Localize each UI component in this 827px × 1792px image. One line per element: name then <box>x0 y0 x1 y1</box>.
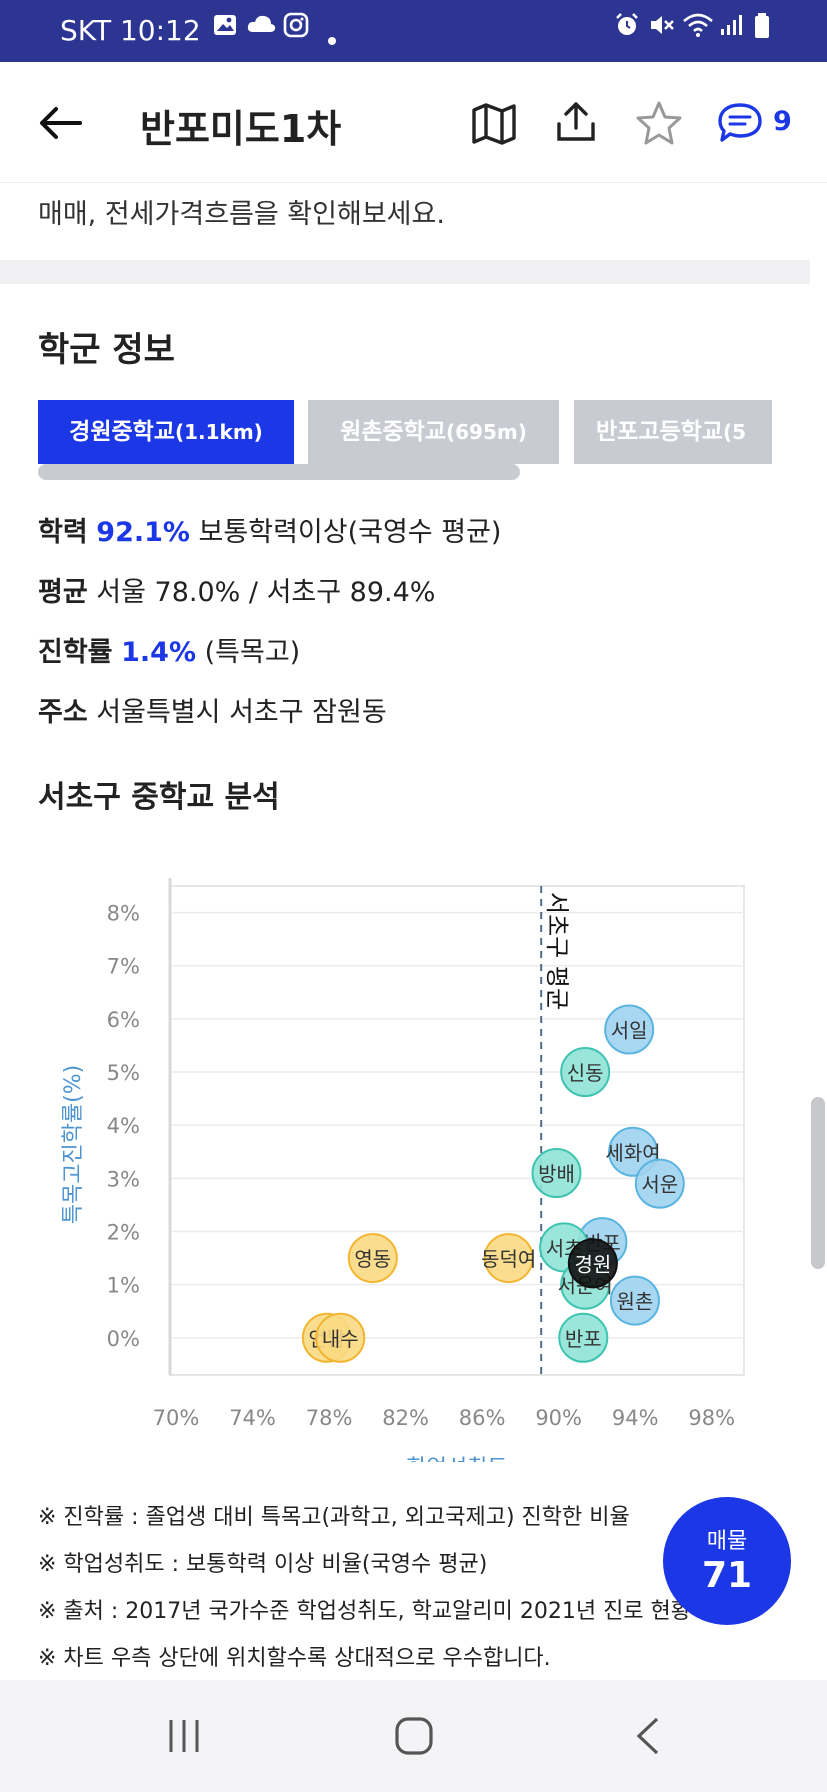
wifi-icon <box>683 13 713 37</box>
note-source: ※ 출처 : 2017년 국가수준 학업성취도, 학교알리미 2021년 진로 … <box>38 1599 692 1624</box>
tab-scroll-indicator[interactable] <box>38 464 520 480</box>
system-nav-bar <box>0 1680 827 1792</box>
instagram-icon <box>283 12 309 38</box>
y-tick-label: 3% <box>107 1167 140 1191</box>
point-label: 신동 <box>567 1061 604 1085</box>
x-tick-label: 98% <box>688 1406 735 1430</box>
mute-icon <box>651 16 674 34</box>
recent-apps-icon[interactable] <box>166 1718 202 1754</box>
scatter-point <box>483 1233 534 1284</box>
y-tick-label: 5% <box>107 1061 140 1085</box>
comment-count[interactable]: 9 <box>773 106 792 137</box>
app-bar: 반포미도1차 9 <box>0 62 827 183</box>
advancement-row: 진학률 1.4% (특목고) <box>38 637 301 668</box>
scatter-chart-svg: 0% 1% 2% 3% 4% 5% 6% 7% 8% 70% 74% 78% 82% 86% 90% 94% 9… <box>61 878 745 1481</box>
x-tick-label: 74% <box>229 1406 276 1430</box>
note-achievement: ※ 학업성취도 : 보통학력 이상 비율(국영수 평균) <box>38 1552 488 1577</box>
scatter-point <box>567 1238 618 1289</box>
y-axis-title: 특목고진학률(%) <box>61 1065 86 1225</box>
back-icon[interactable] <box>633 1716 663 1756</box>
point-label: 원촌 <box>617 1290 654 1314</box>
point-label: 경원 <box>574 1252 611 1276</box>
x-tick-label: 90% <box>535 1406 582 1430</box>
point-label: 영동 <box>354 1247 391 1271</box>
scatter-point <box>347 1233 398 1284</box>
scatter-point <box>560 1047 611 1098</box>
y-tick-label: 8% <box>107 902 140 926</box>
home-icon[interactable] <box>394 1716 434 1756</box>
note-advancement: ※ 진학률 : 졸업생 대비 특목고(과학고, 외고국제고) 진학한 비율 <box>38 1505 630 1530</box>
x-tick-label: 86% <box>459 1406 506 1430</box>
tab-school-3[interactable]: 반포고등학교(5 <box>574 400 772 464</box>
tab-school-1[interactable]: 경원중학교(1.1km) <box>38 400 294 464</box>
share-icon[interactable] <box>555 100 597 144</box>
signal-icon <box>721 15 742 35</box>
scatter-chart: 0% 1% 2% 3% 4% 5% 6% 7% 8% 70% 74% 78% 82% 86% 90% 94% 9… <box>0 842 827 1481</box>
x-tick-label: 70% <box>153 1406 200 1430</box>
scatter-point <box>609 1275 660 1326</box>
y-tick-label: 4% <box>107 1114 140 1138</box>
map-icon[interactable] <box>470 102 518 146</box>
y-tick-label: 6% <box>107 1008 140 1032</box>
y-tick-label: 1% <box>107 1274 140 1298</box>
x-tick-label: 78% <box>306 1406 353 1430</box>
point-label: 동덕여 <box>481 1247 536 1271</box>
point-label: 방배 <box>538 1162 575 1186</box>
tab-school-2[interactable]: 원촌중학교(695m) <box>308 400 559 464</box>
y-tick-label: 0% <box>107 1327 140 1351</box>
listings-fab-button[interactable]: 매물 71 <box>663 1497 791 1625</box>
scatter-point <box>531 1148 582 1199</box>
page-title: 반포미도1차 <box>140 107 342 151</box>
alarm-icon <box>616 13 638 35</box>
status-bar: SKT 10:12 <box>0 0 827 62</box>
x-axis-title: 학업성취도 <box>406 1456 507 1462</box>
x-tick-label: 82% <box>382 1406 429 1430</box>
battery-icon <box>755 13 769 38</box>
y-tick-label: 2% <box>107 1220 140 1244</box>
x-tick-label: 94% <box>612 1406 659 1430</box>
scatter-point <box>604 1004 655 1055</box>
star-icon[interactable] <box>635 100 683 146</box>
scatter-point <box>634 1158 685 1209</box>
scatter-point <box>315 1312 366 1363</box>
point-label: 서운 <box>641 1173 678 1197</box>
chart-section-title: 서초구 중학교 분석 <box>38 780 280 815</box>
school-section-title: 학군 정보 <box>38 330 175 370</box>
scatter-point <box>558 1312 609 1363</box>
point-label: 반포 <box>565 1327 602 1351</box>
dot-icon <box>328 37 336 45</box>
point-label: 서일 <box>611 1019 648 1043</box>
y-tick-label: 7% <box>107 955 140 979</box>
average-row: 평균 서울 78.0% / 서초구 89.4% <box>38 577 436 608</box>
section-divider <box>0 260 810 284</box>
intro-text: 매매, 전세가격흐름을 확인해보세요. <box>38 199 445 230</box>
gallery-icon <box>214 15 236 35</box>
point-label: 내수 <box>322 1327 359 1351</box>
status-time: SKT 10:12 <box>60 14 201 47</box>
fab-label: 매물 <box>706 1529 748 1554</box>
address-row: 주소 서울특별시 서초구 잠원동 <box>38 697 387 728</box>
fab-count: 71 <box>701 1555 753 1596</box>
back-arrow-icon[interactable] <box>36 104 84 142</box>
average-line-label: 서초구 평균 <box>543 892 571 1010</box>
cloud-icon <box>247 15 276 32</box>
achievement-row: 학력 92.1% 보통학력이상(국영수 평균) <box>38 517 502 548</box>
comment-icon[interactable] <box>717 102 763 144</box>
note-hint: ※ 차트 우측 상단에 위치할수록 상대적으로 우수합니다. <box>38 1646 551 1671</box>
page-scrollbar[interactable] <box>811 1097 825 1269</box>
